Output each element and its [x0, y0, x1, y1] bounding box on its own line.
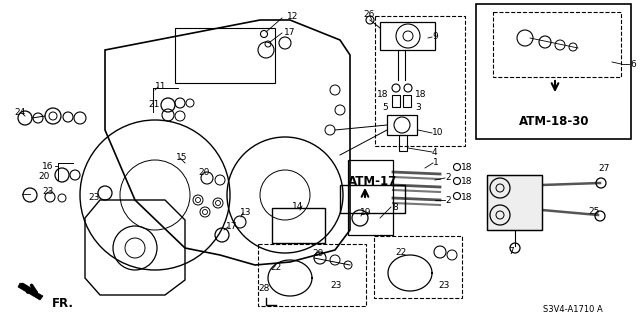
- Text: 23: 23: [42, 187, 53, 196]
- Text: 15: 15: [176, 153, 188, 162]
- Text: S3V4-A1710 A: S3V4-A1710 A: [543, 305, 603, 314]
- Text: 17: 17: [284, 28, 296, 37]
- Text: 12: 12: [287, 12, 298, 21]
- Text: 29: 29: [312, 249, 323, 258]
- Bar: [399, 135, 407, 151]
- Text: 18: 18: [461, 177, 472, 186]
- Text: 25: 25: [588, 207, 600, 216]
- Bar: [340, 185, 405, 213]
- Bar: [493, 12, 621, 77]
- Text: 8: 8: [392, 203, 397, 212]
- Text: 3: 3: [415, 103, 420, 112]
- Text: 18: 18: [415, 90, 426, 99]
- Text: 19: 19: [360, 208, 371, 217]
- Text: 18: 18: [461, 193, 472, 202]
- Bar: [487, 175, 542, 230]
- Text: 23: 23: [438, 281, 449, 290]
- Text: 9: 9: [432, 32, 438, 41]
- Bar: [476, 4, 631, 139]
- Text: 10: 10: [432, 128, 444, 137]
- Text: 28: 28: [258, 284, 269, 293]
- Text: 18: 18: [461, 163, 472, 172]
- Text: 5: 5: [382, 103, 388, 112]
- Text: 23: 23: [88, 193, 100, 202]
- Text: ATM-17: ATM-17: [348, 175, 397, 188]
- Text: 13: 13: [240, 208, 252, 217]
- Text: 20: 20: [198, 168, 209, 177]
- Text: 17: 17: [226, 222, 237, 231]
- Text: 21: 21: [148, 100, 159, 109]
- Text: 26: 26: [363, 10, 374, 19]
- Text: 14: 14: [292, 202, 303, 211]
- Text: ATM-18-30: ATM-18-30: [519, 115, 589, 128]
- Text: 7: 7: [508, 247, 514, 256]
- Text: FR.: FR.: [52, 297, 74, 310]
- Bar: [175, 28, 275, 83]
- Bar: [380, 22, 435, 50]
- Bar: [487, 175, 542, 230]
- Text: 2: 2: [445, 173, 451, 182]
- Text: 18: 18: [376, 90, 388, 99]
- Text: 6: 6: [630, 60, 636, 69]
- Text: 22: 22: [270, 263, 281, 272]
- Bar: [387, 115, 417, 135]
- Text: 22: 22: [395, 248, 406, 257]
- Text: 24: 24: [14, 108, 25, 117]
- Bar: [403, 95, 411, 107]
- Text: 16: 16: [42, 162, 54, 171]
- Bar: [374, 236, 462, 298]
- Text: 23: 23: [330, 281, 341, 290]
- Text: 27: 27: [598, 164, 609, 173]
- Bar: [392, 95, 400, 107]
- Text: 2: 2: [445, 196, 451, 205]
- Text: 11: 11: [155, 82, 166, 91]
- Bar: [375, 16, 465, 146]
- Bar: [272, 208, 325, 243]
- Polygon shape: [18, 283, 43, 300]
- Text: 4: 4: [432, 148, 438, 157]
- Bar: [258, 244, 366, 306]
- Bar: [348, 160, 393, 235]
- Text: 20: 20: [38, 172, 50, 181]
- Text: 1: 1: [433, 158, 439, 167]
